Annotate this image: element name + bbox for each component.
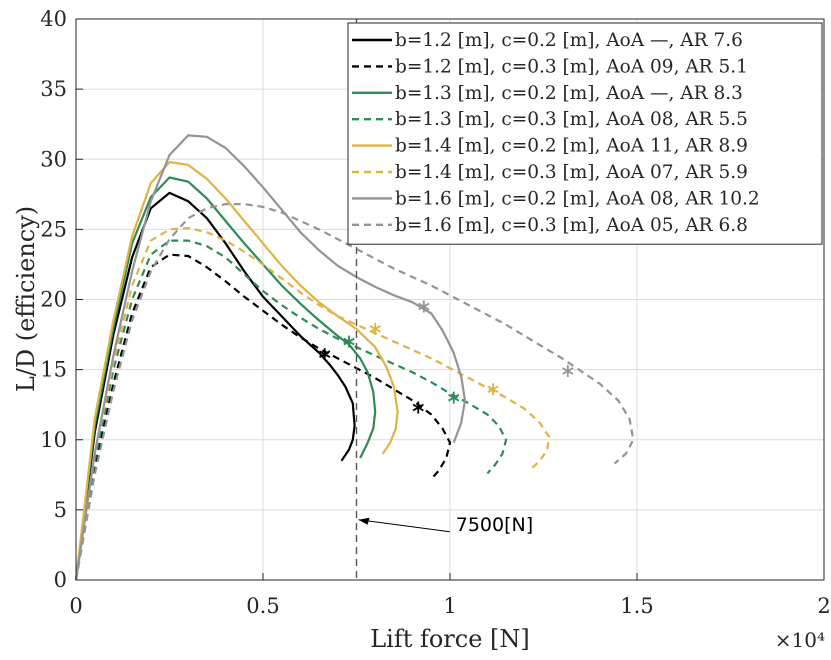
x-axis-multiplier: ×10⁴ [775, 628, 825, 652]
marker-stroke [487, 385, 499, 394]
annotation: 7500[N] [355, 19, 533, 580]
x-tick-label: 0 [69, 594, 82, 618]
asterisk-marker-8 [562, 365, 574, 378]
asterisk-marker-7 [418, 300, 430, 313]
marker-stroke [412, 403, 424, 412]
series-line-5 [74, 161, 399, 581]
marker-stroke [448, 393, 460, 402]
series-line-4 [74, 239, 508, 581]
x-tick-label: 2 [817, 594, 830, 618]
y-tick-label: 5 [54, 498, 67, 522]
asterisk-marker-5 [369, 322, 381, 335]
x-tick-label: 1.5 [620, 594, 653, 618]
annotation-arrow-line [358, 519, 450, 533]
marker-stroke [369, 325, 381, 333]
series-markers [319, 300, 574, 414]
x-tick-label: 0.5 [246, 594, 279, 618]
legend: b=1.2 [m], c=0.2 [m], AoA —, AR 7.6 b=1.2… [347, 22, 823, 245]
series-line-7 [74, 134, 467, 581]
series-lines [74, 134, 635, 581]
annotation-label: 7500[N] [456, 514, 533, 536]
y-tick-label: 0 [54, 568, 67, 592]
asterisk-marker-2 [412, 401, 424, 414]
marker-stroke [343, 337, 355, 346]
y-tick-label: 15 [40, 358, 67, 382]
y-tick-label: 20 [40, 288, 67, 312]
asterisk-marker-6 [487, 383, 499, 396]
asterisk-marker-1 [319, 348, 331, 361]
asterisk-marker-3 [343, 335, 355, 348]
series-line-8 [74, 203, 635, 581]
annotation-arrowhead [358, 517, 370, 525]
legend-entry-4: b=1.3 [m], c=0.3 [m], AoA 08, AR 5.5 [395, 109, 748, 130]
y-tick-label: 25 [40, 217, 67, 241]
legend-entry-1: b=1.2 [m], c=0.2 [m], AoA —, AR 7.6 [395, 30, 743, 51]
series-line-6 [74, 226, 551, 581]
asterisk-marker-4 [448, 391, 460, 404]
legend-entry-8: b=1.6 [m], c=0.3 [m], AoA 05, AR 6.8 [395, 215, 748, 236]
y-axis-title: L/D (efficiency) [12, 206, 40, 392]
marker-stroke [562, 367, 574, 375]
marker-stroke [319, 350, 331, 358]
legend-box [347, 22, 823, 245]
y-tick-label: 30 [40, 147, 67, 171]
legend-entry-6: b=1.4 [m], c=0.3 [m], AoA 07, AR 5.9 [395, 162, 748, 183]
legend-entry-3: b=1.3 [m], c=0.2 [m], AoA —, AR 8.3 [395, 83, 743, 104]
legend-entry-7: b=1.6 [m], c=0.2 [m], AoA 08, AR 10.2 [395, 188, 760, 209]
x-tick-label: 1 [443, 594, 456, 618]
x-axis-title: Lift force [N] [370, 625, 530, 653]
y-tick-label: 10 [40, 428, 67, 452]
legend-entry-2: b=1.2 [m], c=0.3 [m], AoA 09, AR 5.1 [395, 56, 748, 77]
y-tick-label: 35 [40, 77, 67, 101]
marker-stroke [418, 302, 430, 311]
y-tick-label: 40 [40, 7, 67, 31]
legend-entry-5: b=1.4 [m], c=0.2 [m], AoA 11, AR 8.9 [395, 136, 748, 157]
series-line-2 [74, 253, 452, 581]
series-line-3 [74, 176, 377, 581]
